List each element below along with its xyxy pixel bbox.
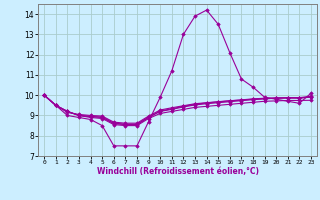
X-axis label: Windchill (Refroidissement éolien,°C): Windchill (Refroidissement éolien,°C): [97, 167, 259, 176]
